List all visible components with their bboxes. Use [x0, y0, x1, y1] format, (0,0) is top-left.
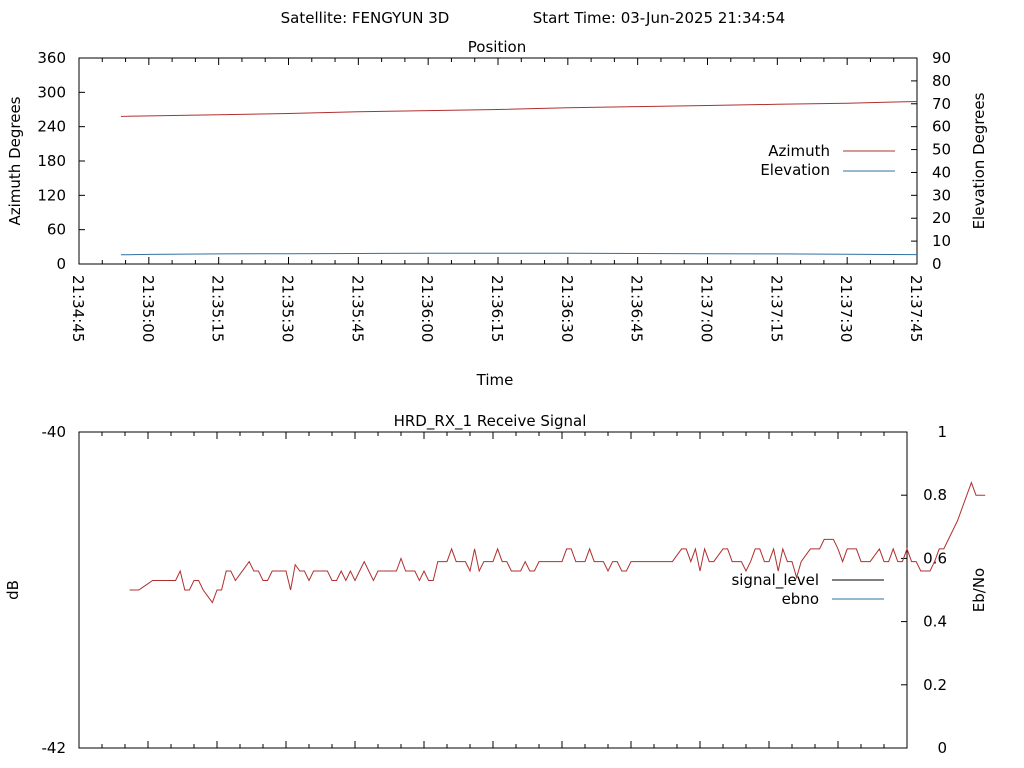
- time-tick-label: 21:36:15: [488, 275, 506, 342]
- ebno-tick-label: 1: [937, 423, 947, 441]
- ebno-tick-label: 0: [937, 739, 947, 757]
- ebno-tick-label: 0.6: [923, 549, 947, 567]
- azimuth-tick-label: 120: [37, 186, 66, 204]
- ebno-tick-label: 0.2: [923, 676, 947, 694]
- receive-signal-chart: HRD_RX_1 Receive Signal -40 -42 0 0.2 0.4 0.…: [4, 412, 988, 757]
- azimuth-tick-label: 240: [37, 118, 66, 136]
- azimuth-tick-label: 60: [47, 221, 66, 239]
- position-chart-title: Position: [468, 38, 526, 56]
- position-chart: Position 0 60 120 180 240 300 360 0 10 20 30 40 50 6…: [6, 38, 988, 389]
- elevation-tick-label: 80: [932, 72, 951, 90]
- time-tick-label: 21:35:00: [139, 275, 157, 342]
- elevation-tick-label: 70: [932, 95, 951, 113]
- signal-ylabel: dB: [4, 580, 22, 600]
- legend-signal-level-label: signal_level: [731, 571, 819, 590]
- signal-ebno-axis: 0 0.2 0.4 0.6 0.8 1: [901, 423, 947, 757]
- azimuth-tick-label: 360: [37, 49, 66, 67]
- legend-ebno-label: ebno: [782, 590, 819, 608]
- time-tick-label: 21:36:30: [558, 275, 576, 342]
- time-tick-label: 21:37:00: [698, 275, 716, 342]
- azimuth-tick-label: 180: [37, 152, 66, 170]
- legend-azimuth-label: Azimuth: [768, 142, 830, 160]
- elevation-tick-label: 90: [932, 49, 951, 67]
- azimuth-tick-label: 0: [56, 255, 66, 273]
- time-tick-label: 21:35:15: [209, 275, 227, 342]
- signal-y2label: Eb/No: [970, 568, 988, 612]
- elevation-series-line: [120, 252, 918, 256]
- position-elevation-axis: 0 10 20 30 40 50 60 70 80 90: [911, 49, 951, 273]
- elevation-tick-label: 0: [932, 255, 942, 273]
- time-tick-label: 21:34:45: [69, 275, 87, 342]
- elevation-tick-label: 20: [932, 209, 951, 227]
- elevation-tick-label: 30: [932, 186, 951, 204]
- signal-chart-title: HRD_RX_1 Receive Signal: [394, 412, 587, 431]
- signal-db-axis: -40 -42: [42, 423, 67, 757]
- signal-legend: signal_level ebno: [731, 571, 884, 608]
- position-time-axis: 21:34:45 21:35:00 21:35:15 21:35:30 21:35:45…: [69, 58, 925, 342]
- time-tick-label: 21:36:45: [628, 275, 646, 342]
- db-tick-label: -40: [42, 423, 67, 441]
- elevation-tick-label: 60: [932, 118, 951, 136]
- db-tick-label: -42: [42, 739, 67, 757]
- azimuth-series-line: [120, 101, 918, 117]
- time-tick-label: 21:35:30: [279, 275, 297, 342]
- ebno-series-line: [129, 481, 986, 604]
- position-y2label: Elevation Degrees: [970, 92, 988, 229]
- time-tick-label: 21:37:30: [837, 275, 855, 342]
- elevation-tick-label: 50: [932, 141, 951, 159]
- elevation-tick-label: 10: [932, 232, 951, 250]
- time-tick-label: 21:37:15: [767, 275, 785, 342]
- position-azimuth-axis: 0 60 120 180 240 300 360: [37, 49, 85, 273]
- time-tick-label: 21:36:00: [418, 275, 436, 342]
- position-legend: Azimuth Elevation: [760, 142, 895, 179]
- legend-elevation-label: Elevation: [760, 161, 830, 179]
- position-ylabel: Azimuth Degrees: [6, 96, 24, 225]
- time-tick-label: 21:35:45: [348, 275, 366, 342]
- satellite-label: Satellite: FENGYUN 3D: [281, 9, 450, 27]
- time-tick-label: 21:37:45: [907, 275, 925, 342]
- ebno-tick-label: 0.8: [923, 486, 947, 504]
- signal-time-axis: [78, 432, 908, 748]
- azimuth-tick-label: 300: [37, 83, 66, 101]
- start-time-label: Start Time: 03-Jun-2025 21:34:54: [533, 9, 785, 27]
- elevation-tick-label: 40: [932, 163, 951, 181]
- ebno-tick-label: 0.4: [923, 613, 947, 631]
- position-xlabel: Time: [476, 371, 514, 389]
